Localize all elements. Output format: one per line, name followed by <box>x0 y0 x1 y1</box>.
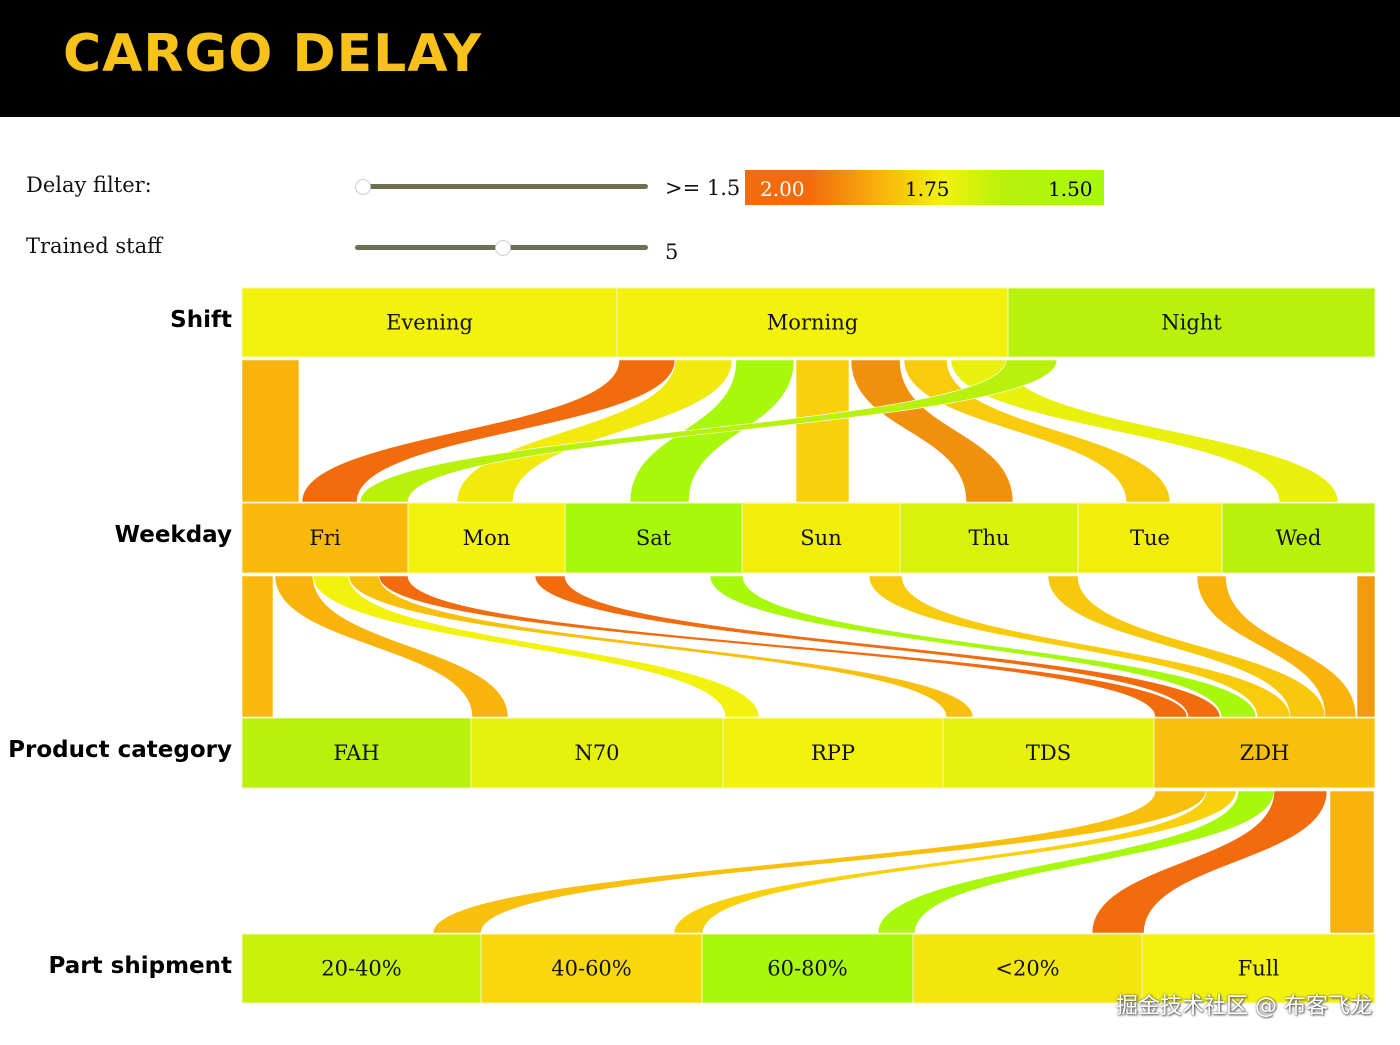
ribbon-Fri-N70[interactable] <box>274 575 509 718</box>
category-label: 40-60% <box>551 957 632 981</box>
category-label: RPP <box>811 741 855 765</box>
ribbon-Mon-ZDH[interactable] <box>534 575 1221 718</box>
ribbon-Fri-RPP[interactable] <box>312 575 760 718</box>
ribbon-ZDH-20-40%[interactable] <box>432 790 1207 934</box>
ribbon-ZDH-40-60%[interactable] <box>673 790 1237 934</box>
dimension-label-weekday[interactable]: Weekday <box>114 522 232 548</box>
category-bar[interactable] <box>701 933 914 1004</box>
watermark: 掘金技术社区 @ 布客飞龙 <box>1116 994 1372 1019</box>
dimension-label-part-shipment[interactable]: Part shipment <box>48 953 232 979</box>
legend-label: 1.50 <box>1048 177 1093 201</box>
trained-staff-slider[interactable] <box>355 240 648 256</box>
ribbon-Wed-ZDH[interactable] <box>1356 575 1376 718</box>
ribbon-ZDH-Full[interactable] <box>1329 790 1375 934</box>
category-label: N70 <box>574 741 619 765</box>
page-title: CARGO DELAY <box>63 24 483 84</box>
category-label: Morning <box>767 311 858 335</box>
ribbon-Fri-ZDH[interactable] <box>378 575 1188 718</box>
category-label: Fri <box>309 526 341 550</box>
category-label: Mon <box>463 526 511 550</box>
delay-filter-slider[interactable] <box>355 179 648 195</box>
category-bar[interactable] <box>1007 287 1376 358</box>
ribbon-Morning-Sun[interactable] <box>795 359 850 503</box>
category-bar[interactable] <box>480 933 703 1004</box>
category-bar[interactable] <box>241 933 482 1004</box>
category-label: Thu <box>968 526 1009 550</box>
trained-staff-value: 5 <box>665 240 679 264</box>
category-bar[interactable] <box>1153 717 1376 789</box>
ribbon-Wed-ZDH[interactable] <box>1196 575 1357 718</box>
category-bar[interactable] <box>942 717 1155 789</box>
legend-label: 2.00 <box>760 177 805 201</box>
category-bar[interactable] <box>616 287 1009 358</box>
ribbon-Night-Fri[interactable] <box>359 359 1058 503</box>
category-bar[interactable] <box>470 717 724 789</box>
category-bar[interactable] <box>241 502 409 574</box>
category-label: Night <box>1161 311 1222 335</box>
category-label: FAH <box>333 741 379 765</box>
category-label: Sun <box>800 526 841 550</box>
category-label: Sat <box>636 526 672 550</box>
category-label: Wed <box>1276 526 1322 550</box>
ribbon-Morning-Mon[interactable] <box>456 359 733 503</box>
legend-label: 1.75 <box>905 177 950 201</box>
category-bar[interactable] <box>1141 933 1376 1004</box>
delay-filter-value: >= 1.5 <box>665 176 741 200</box>
category-label: Evening <box>386 311 473 335</box>
ribbon-Fri-FAH[interactable] <box>241 575 274 718</box>
category-bar[interactable] <box>899 502 1079 574</box>
category-bar[interactable] <box>564 502 743 574</box>
category-label: <20% <box>995 957 1059 981</box>
dimension-label-shift[interactable]: Shift <box>170 307 232 333</box>
ribbon-Evening-Fri[interactable] <box>241 359 300 503</box>
slider-thumb[interactable] <box>355 179 371 195</box>
delay-filter-label: Delay filter: <box>26 173 152 197</box>
ribbon-Morning-Wed[interactable] <box>950 359 1339 503</box>
category-bar[interactable] <box>407 502 566 574</box>
category-bar[interactable] <box>241 287 618 358</box>
category-label: 20-40% <box>321 957 402 981</box>
trained-staff-label: Trained staff <box>26 234 163 258</box>
category-label: ZDH <box>1240 741 1290 765</box>
category-label: 60-80% <box>767 957 848 981</box>
category-label: Tue <box>1130 526 1170 550</box>
category-label: Full <box>1238 957 1280 981</box>
category-label: TDS <box>1026 741 1071 765</box>
ribbon-Fri-TDS[interactable] <box>348 575 974 718</box>
ribbon-Morning-Fri[interactable] <box>301 359 676 503</box>
category-bar[interactable] <box>1077 502 1223 574</box>
ribbon-ZDH-60-80%[interactable] <box>877 790 1275 934</box>
ribbon-Sat-ZDH[interactable] <box>709 575 1257 718</box>
category-bar[interactable] <box>1221 502 1376 574</box>
dimension-label-product-category[interactable]: Product category <box>8 737 232 763</box>
ribbon-ZDH-<20%[interactable] <box>1091 790 1328 934</box>
header-bar: CARGO DELAY <box>0 0 1400 117</box>
color-legend: 2.00 1.75 1.50 <box>745 170 1104 205</box>
category-bar[interactable] <box>741 502 901 574</box>
slider-thumb[interactable] <box>494 240 511 256</box>
category-bar[interactable] <box>241 717 472 789</box>
